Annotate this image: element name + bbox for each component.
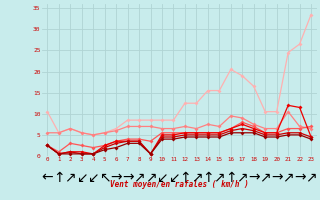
X-axis label: Vent moyen/en rafales ( km/h ): Vent moyen/en rafales ( km/h ) xyxy=(110,180,249,189)
